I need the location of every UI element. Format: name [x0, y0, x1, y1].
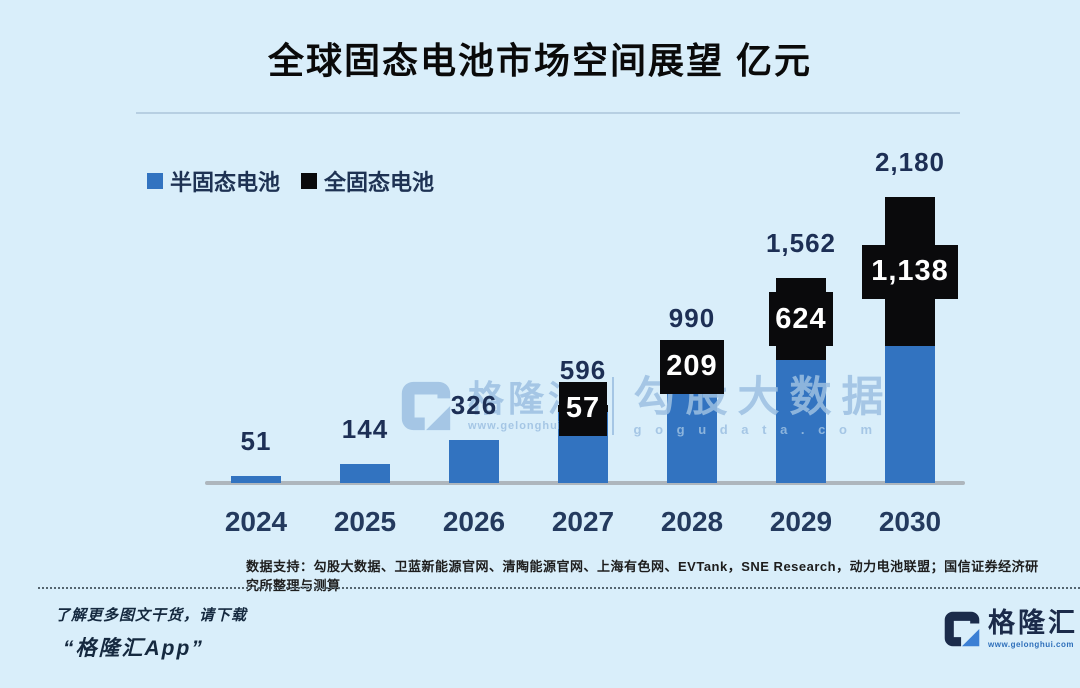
data-source-note: 数据支持：勾股大数据、卫蓝新能源官网、清陶能源官网、上海有色网、EVTank，S… [246, 559, 1039, 593]
x-axis-line [205, 481, 965, 485]
footer-promo-line1: 了解更多图文干货，请下载 [55, 607, 248, 624]
footer-promo: 了解更多图文干货，请下载 “格隆汇App” [55, 604, 247, 662]
brand-url: www.gelonghui.com [988, 639, 1074, 649]
total-value-label-2024: 51 [240, 426, 272, 457]
footer-promo-app-name: “格隆汇App” [63, 637, 204, 660]
segment-value-label-2030: 1,138 [862, 244, 958, 299]
legend-swatch-all-solid [301, 173, 318, 189]
segment-value-label-2029: 624 [769, 292, 833, 346]
x-axis-label-2028: 2028 [660, 506, 724, 537]
brand-text-block: 格隆汇 www.gelonghui.com [988, 608, 1078, 649]
watermark-gogudata-block: 勾股大数据 g o g u d a t a . c o m [633, 376, 894, 437]
watermark: 格隆汇 www.gelonghui.com 勾股大数据 g o g u d a … [398, 376, 894, 436]
x-axis-label-2029: 2029 [769, 506, 833, 537]
segment-value-label-2028: 209 [660, 339, 724, 394]
chart-legend: 半固态电池 全固态电池 [147, 165, 448, 197]
brand-name: 格隆汇 [988, 608, 1078, 638]
x-axis-label-2030: 2030 [878, 506, 942, 537]
watermark-divider [611, 377, 614, 435]
footer-divider [38, 587, 1080, 589]
total-value-label-2028: 990 [668, 303, 716, 334]
bar-2030-semi-solid [885, 346, 935, 483]
bar-2026-semi-solid [449, 440, 499, 483]
watermark-brand-url: www.gelonghui.com [468, 419, 592, 432]
gelonghui-logo-icon [944, 611, 980, 647]
total-value-label-2029: 1,562 [765, 228, 837, 259]
bar-2025-semi-solid [340, 464, 390, 483]
legend-label-all-solid: 全固态电池 [324, 170, 435, 195]
x-axis-label-2026: 2026 [442, 506, 506, 537]
x-axis-label-2027: 2027 [551, 506, 615, 537]
title-divider [136, 112, 960, 114]
total-value-label-2026: 326 [450, 390, 498, 421]
total-value-label-2025: 144 [341, 414, 389, 445]
bar-2024-semi-solid [231, 476, 281, 483]
watermark-gogudata-url: g o g u d a t a . c o m [633, 422, 878, 437]
gelonghui-watermark-logo-icon [401, 381, 451, 431]
bar-2028-semi-solid [667, 380, 717, 483]
page-title: 全球固态电池市场空间展望 亿元 [267, 40, 812, 81]
legend-label-semi-solid: 半固态电池 [170, 170, 281, 195]
segment-value-label-2027: 57 [559, 381, 607, 436]
total-value-label-2027: 596 [559, 354, 607, 385]
gelonghui-brand-logo: 格隆汇 www.gelonghui.com [942, 608, 1078, 649]
legend-swatch-semi-solid [147, 173, 163, 189]
x-axis-label-2024: 2024 [224, 506, 288, 537]
bar-2029-semi-solid [776, 359, 826, 483]
total-value-label-2030: 2,180 [874, 147, 946, 177]
x-axis-label-2025: 2025 [333, 506, 397, 537]
